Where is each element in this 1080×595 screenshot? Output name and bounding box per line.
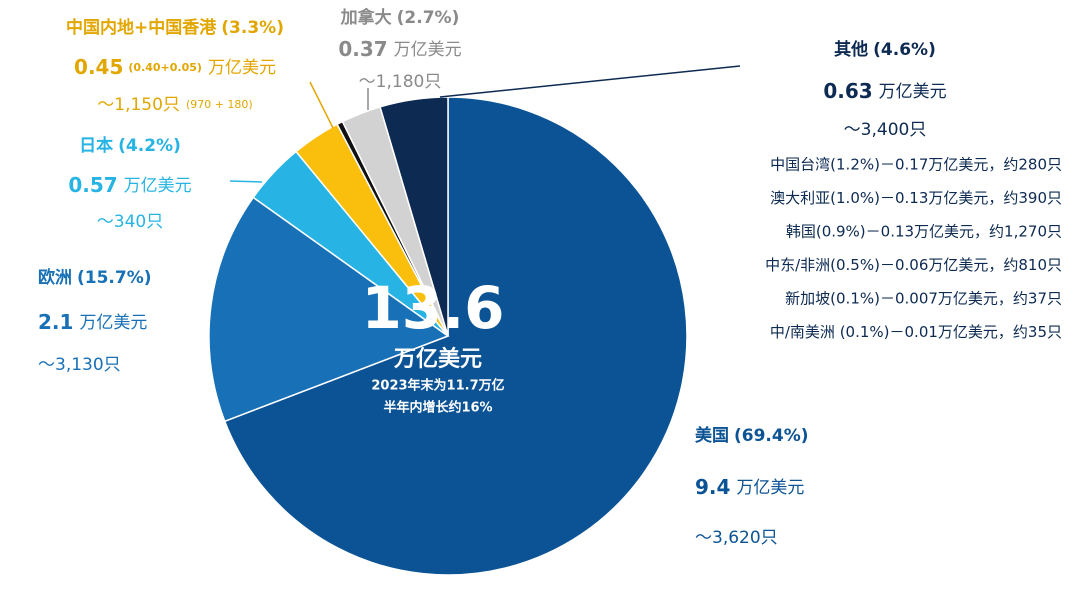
count-label: ～3,130只 bbox=[38, 355, 121, 375]
other-breakdown: 澳大利亚(1.0%)－0.13万亿美元，约390只 bbox=[770, 189, 1062, 207]
amount-label: 0.37 万亿美元 bbox=[338, 37, 461, 61]
amount-label: 2.1 万亿美元 bbox=[38, 310, 147, 334]
leader-line bbox=[229, 180, 263, 183]
slice-label: 中国内地+中国香港 (3.3%) bbox=[66, 17, 284, 38]
amount-unit: 万亿美元 bbox=[879, 82, 947, 102]
category-name: 美国 bbox=[695, 425, 729, 446]
pie-slice bbox=[208, 196, 450, 423]
amount-label: 0.63 万亿美元 bbox=[823, 79, 946, 103]
count-breakdown: (970 + 180) bbox=[186, 98, 253, 111]
leader-line bbox=[309, 81, 334, 129]
category-name: 其他 bbox=[834, 39, 868, 60]
amount-label: 0.45 (0.40+0.05) 万亿美元 bbox=[74, 55, 276, 79]
center-note: 半年内增长约16% bbox=[383, 400, 492, 416]
center-note: 2023年末为11.7万亿 bbox=[371, 378, 504, 394]
count-label: ～3,620只 bbox=[695, 528, 778, 548]
percent-label: (4.2%) bbox=[118, 136, 181, 156]
pie bbox=[208, 96, 688, 576]
percent-label: (69.4%) bbox=[734, 426, 809, 446]
amount-label: 0.57 万亿美元 bbox=[68, 173, 191, 197]
amount-unit: 万亿美元 bbox=[124, 176, 192, 196]
count: ～3,400只 bbox=[844, 120, 927, 140]
count-label: ～1,150只 (970 + 180) bbox=[97, 95, 252, 115]
amount-breakdown: (0.40+0.05) bbox=[128, 61, 202, 74]
count-label: ～340只 bbox=[97, 212, 163, 232]
count-label: ～1,180只 bbox=[359, 72, 442, 92]
count-label: ～3,400只 bbox=[844, 120, 927, 140]
amount-unit: 万亿美元 bbox=[394, 40, 462, 60]
category-name: 中国内地+中国香港 bbox=[66, 17, 217, 38]
category-name: 加拿大 bbox=[340, 7, 392, 28]
amount-label: 9.4 万亿美元 bbox=[695, 475, 804, 499]
count: ～3,130只 bbox=[38, 355, 121, 375]
amount: 0.37 bbox=[338, 37, 387, 61]
other-breakdown: 新加坡(0.1%)－0.007万亿美元，约37只 bbox=[785, 290, 1062, 308]
slice-label: 日本 (4.2%) bbox=[79, 135, 181, 156]
slice-label: 欧洲 (15.7%) bbox=[38, 267, 152, 288]
other-breakdown: 韩国(0.9%)－0.13万亿美元，约1,270只 bbox=[786, 223, 1062, 241]
other-breakdown: 中东/非洲(0.5%)－0.06万亿美元，约810只 bbox=[765, 256, 1062, 274]
amount: 0.57 bbox=[68, 173, 117, 197]
count: ～1,180只 bbox=[359, 72, 442, 92]
percent-label: (15.7%) bbox=[77, 268, 152, 288]
percent-label: (2.7%) bbox=[397, 8, 460, 28]
pie-slice bbox=[379, 96, 449, 337]
amount: 9.4 bbox=[695, 475, 730, 499]
slice-label: 其他 (4.6%) bbox=[834, 39, 936, 60]
category-name: 日本 bbox=[79, 135, 113, 156]
count: ～1,150只 bbox=[97, 95, 180, 115]
count: ～3,620只 bbox=[695, 528, 778, 548]
center-unit: 万亿美元 bbox=[393, 346, 482, 372]
amount-unit: 万亿美元 bbox=[736, 478, 804, 498]
pie-slice bbox=[223, 96, 688, 576]
amount-unit: 万亿美元 bbox=[208, 58, 276, 78]
amount: 0.45 bbox=[74, 55, 123, 79]
slice-label: 美国 (69.4%) bbox=[695, 425, 809, 446]
category-name: 欧洲 bbox=[38, 267, 72, 288]
slice-label: 加拿大 (2.7%) bbox=[340, 7, 460, 28]
other-breakdown: 中/南美洲 (0.1%)－0.01万亿美元，约35只 bbox=[770, 323, 1062, 341]
percent-label: (3.3%) bbox=[221, 18, 284, 38]
leader-line bbox=[439, 65, 741, 98]
amount: 2.1 bbox=[38, 310, 73, 334]
count: ～340只 bbox=[97, 212, 163, 232]
percent-label: (4.6%) bbox=[873, 40, 936, 60]
labels: 美国 (69.4%) 9.4 万亿美元 ～3,620只 欧洲 (15.7%) 2.1 万亿美元 ～… bbox=[38, 7, 1062, 548]
amount: 0.63 bbox=[823, 79, 872, 103]
center-total: 13.6 bbox=[361, 274, 504, 342]
amount-unit: 万亿美元 bbox=[79, 313, 147, 333]
other-breakdown: 中国台湾(1.2%)－0.17万亿美元，约280只 bbox=[770, 156, 1062, 174]
